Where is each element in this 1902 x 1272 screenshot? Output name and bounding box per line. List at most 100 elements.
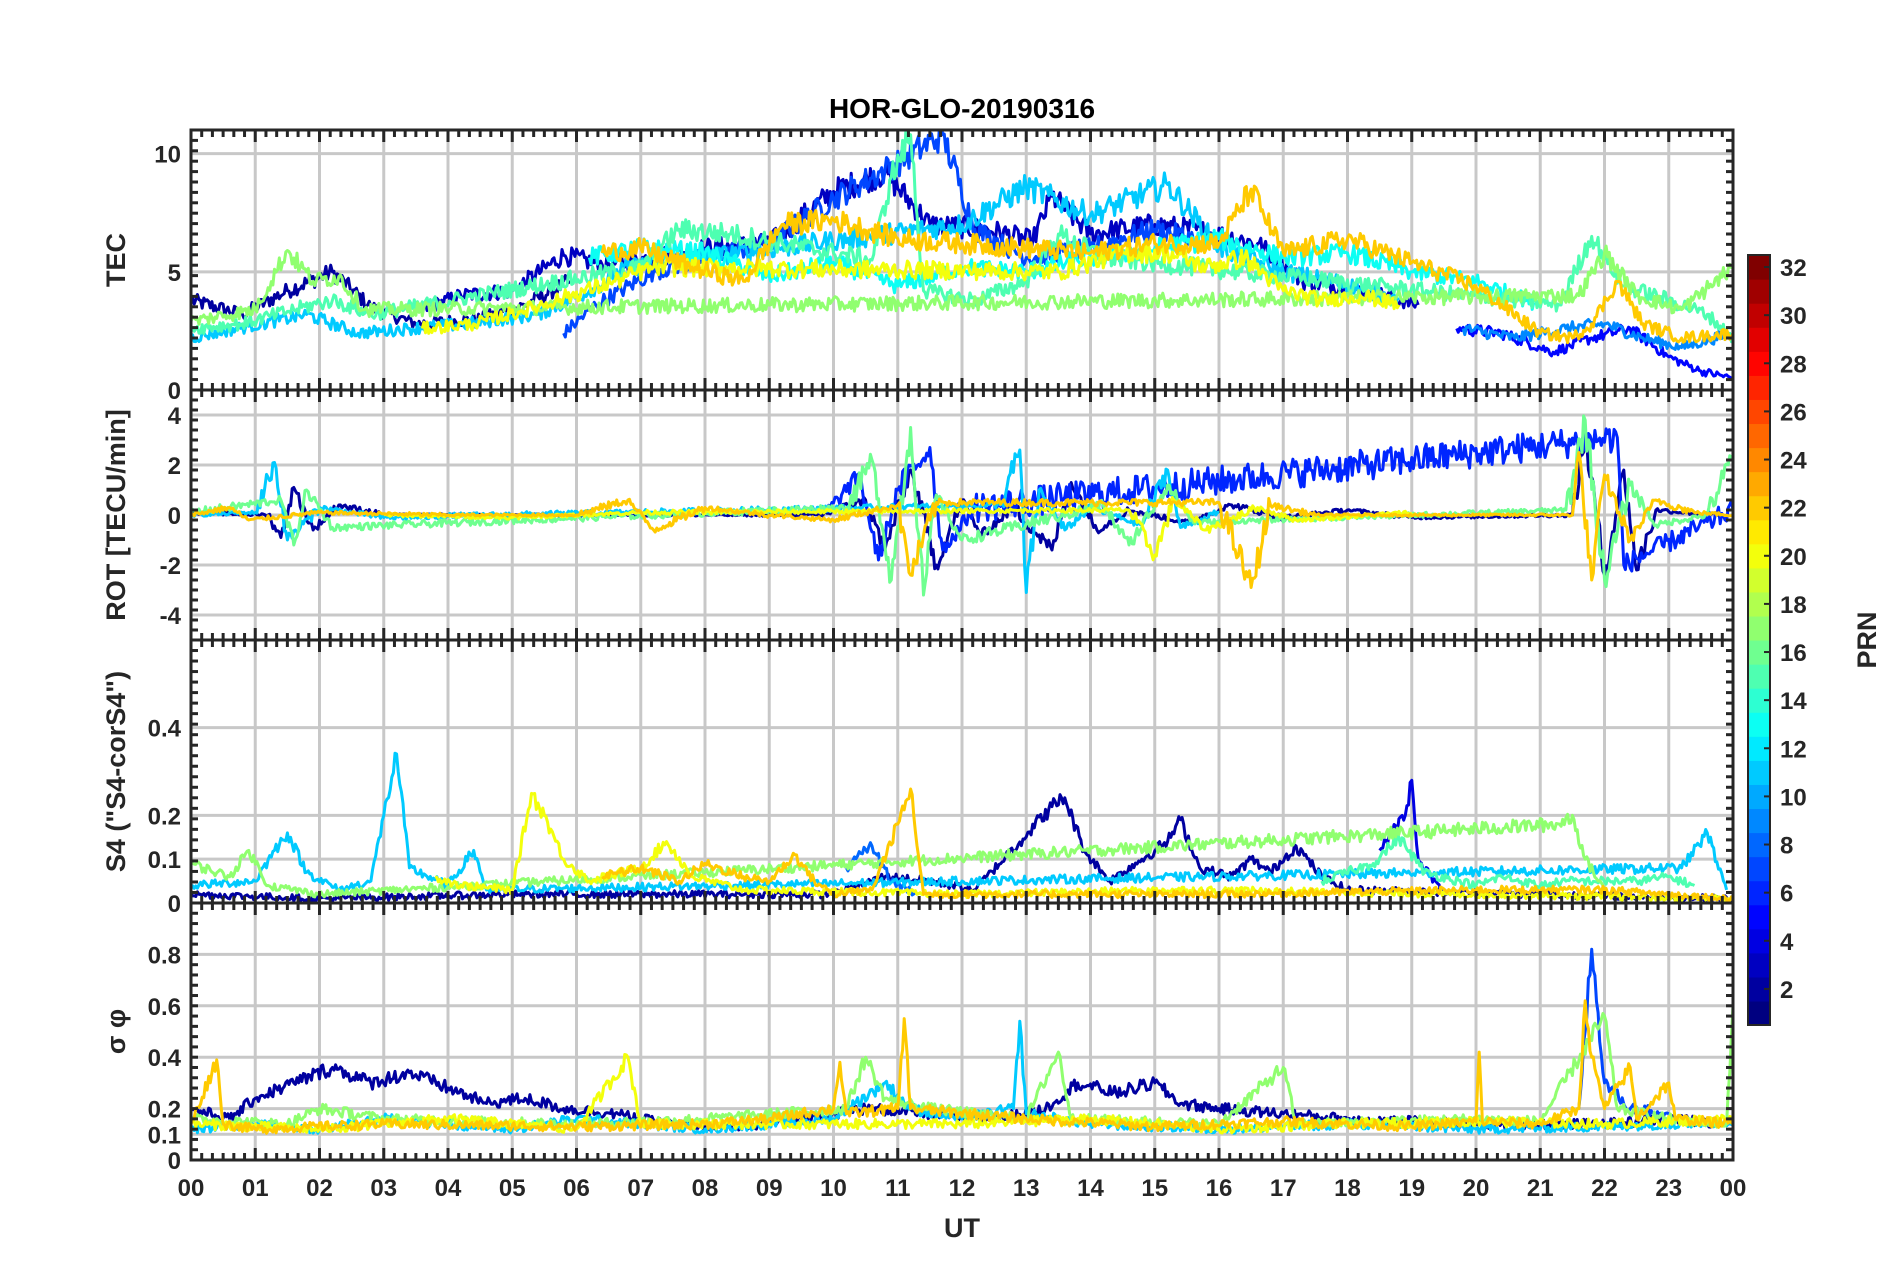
panel-4: 00.10.2 0.4 0.6 0.8 σ φ 00 01 02 03 04 05 06 07 08 09 1… (101, 901, 1747, 1202)
colorbar-tick-label: 10 (1780, 784, 1807, 811)
colorbar-tick-label: 26 (1780, 399, 1807, 426)
panel-1: 0 5 10 TEC (101, 128, 1735, 405)
colorbar-segment (1748, 375, 1770, 400)
tick-marks (189, 128, 1735, 392)
colorbar-segment (1748, 615, 1770, 641)
y-tick-label: 10 (154, 142, 181, 169)
colorbar-segment (1748, 351, 1770, 376)
y-tick-label: 0.8 (148, 942, 181, 969)
colorbar-segment (1748, 760, 1770, 785)
y-tick-label: 0.6 (148, 994, 181, 1021)
y-axis-label: ROT [TECU/min] (101, 409, 131, 620)
y-axis-label: S4 ("S4-corS4") (101, 671, 131, 872)
colorbar-tick-label: 30 (1780, 303, 1807, 330)
series-line-prn-9 (1461, 318, 1733, 351)
colorbar-segment (1748, 495, 1770, 521)
x-tick-label: 15 (1141, 1175, 1168, 1202)
series-line-prn-15 (1320, 832, 1696, 890)
x-tick-label: 11 (885, 1175, 910, 1202)
series-line-prn-11 (191, 171, 1401, 344)
series-line-prn-22 (191, 999, 1733, 1135)
colorbar-segment (1748, 928, 1770, 954)
colorbar-segment (1748, 736, 1770, 761)
x-tick-label: 00 (178, 1175, 205, 1202)
y-tick-label: 0 (168, 503, 181, 530)
colorbar-segment (1748, 279, 1770, 304)
series-line-prn-20 (420, 242, 1401, 335)
colorbar-tick-label: 4 (1780, 929, 1794, 956)
series-group (191, 130, 1733, 380)
x-tick-label: 17 (1270, 1175, 1297, 1202)
x-tick-label: 09 (756, 1175, 783, 1202)
colorbar-segment (1748, 591, 1770, 617)
x-tick-label: 10 (820, 1175, 847, 1202)
y-tick-label: -4 (160, 603, 182, 630)
colorbar-segment (1748, 832, 1770, 858)
x-tick-label: 23 (1655, 1175, 1682, 1202)
y-tick-label: 0.4 (148, 716, 182, 743)
x-tick-label: 19 (1398, 1175, 1425, 1202)
tick-marks (189, 901, 1735, 1162)
colorbar-tick-label: 28 (1780, 351, 1807, 378)
y-axis-label: σ φ (101, 1009, 131, 1054)
x-tick-label: 21 (1527, 1175, 1554, 1202)
colorbar-tick-label: 2 (1780, 977, 1793, 1004)
series-line-prn-22 (191, 451, 1733, 589)
x-axis-label: UT (944, 1213, 980, 1243)
colorbar-segment (1748, 688, 1770, 713)
y-tick-label: 2 (168, 453, 181, 480)
y-tick-label: -2 (160, 553, 181, 580)
y-tick-label: 4 (168, 403, 182, 430)
series-group (191, 947, 1733, 1135)
colorbar-tick-label: 14 (1780, 688, 1807, 715)
x-tick-label: 00 (1720, 1175, 1747, 1202)
x-tick-label: 14 (1077, 1175, 1104, 1202)
colorbar-tick-label: 12 (1780, 736, 1807, 763)
colorbar-tick-label: 6 (1780, 881, 1793, 908)
series-line-prn-22 (601, 787, 1733, 903)
chart-title: HOR-GLO-20190316 (829, 93, 1095, 124)
colorbar-segment (1748, 808, 1770, 834)
series-group (191, 414, 1733, 597)
colorbar-tick-label: 16 (1780, 640, 1807, 667)
colorbar-tick-label: 32 (1780, 255, 1807, 282)
y-tick-label: 0 (168, 891, 181, 918)
colorbar-segment (1748, 399, 1770, 425)
colorbar-segment (1748, 952, 1770, 978)
x-tick-label: 18 (1334, 1175, 1361, 1202)
colorbar-segment (1748, 327, 1770, 352)
colorbar-tick-label: 22 (1780, 496, 1807, 523)
x-tick-label: 01 (242, 1175, 269, 1202)
x-tick-label: 03 (370, 1175, 397, 1202)
x-tick-label: 16 (1206, 1175, 1233, 1202)
x-tick-label: 02 (306, 1175, 333, 1202)
x-tick-label: 07 (627, 1175, 654, 1202)
x-tick-label: 13 (1013, 1175, 1040, 1202)
colorbar-segment (1748, 784, 1770, 810)
panel-3: 0 0.1 0.2 0.4 S4 ("S4-corS4") (101, 638, 1735, 918)
x-tick-label: 05 (499, 1175, 526, 1202)
y-axis-label: TEC (101, 233, 131, 287)
x-tick-label: 12 (949, 1175, 976, 1202)
colorbar-segment (1748, 640, 1770, 665)
colorbar-tick-label: 18 (1780, 592, 1807, 619)
colorbar-segment (1748, 303, 1770, 328)
y-tick-label: 0.1 (148, 847, 181, 874)
x-tick-label: 20 (1463, 1175, 1490, 1202)
colorbar-segment (1748, 447, 1770, 473)
y-tick-label: 0 (168, 1148, 181, 1175)
colorbar-segment (1748, 904, 1770, 930)
colorbar-segment (1748, 880, 1770, 906)
y-tick-label: 0 (168, 378, 181, 405)
colorbar-segment (1748, 543, 1770, 569)
colorbar-segment (1748, 567, 1770, 593)
series-line-prn-22 (600, 184, 1733, 345)
colorbar-tick-label: 8 (1780, 833, 1793, 860)
colorbar-frame (1747, 254, 1771, 1026)
x-tick-label: 22 (1591, 1175, 1618, 1202)
colorbar-segment (1748, 664, 1770, 689)
colorbar-segment (1748, 856, 1770, 882)
y-tick-label: 0.4 (148, 1045, 182, 1072)
